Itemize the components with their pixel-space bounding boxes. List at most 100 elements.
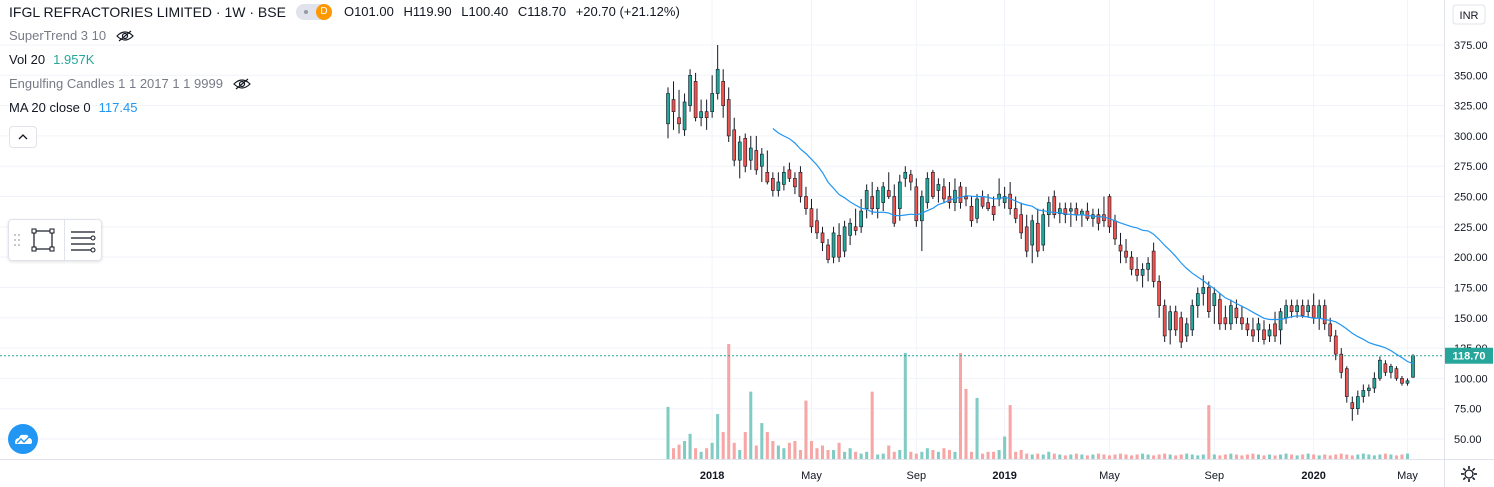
candle [892, 184, 897, 227]
volume-bar [837, 442, 841, 459]
volume-bar [964, 388, 968, 459]
volume-bar [809, 441, 813, 459]
lines-settings-icon[interactable] [71, 231, 96, 253]
volume-bar [1196, 455, 1200, 459]
volume-bar [677, 444, 681, 459]
candle [1195, 287, 1200, 318]
symbol-title[interactable]: IFGL REFRACTORIES LIMITED · 1W · BSE [9, 4, 286, 20]
volume-bar [804, 400, 808, 459]
collapse-legend-button[interactable] [9, 126, 37, 148]
candle [1267, 323, 1272, 343]
currency-badge[interactable]: INR [1452, 4, 1486, 25]
candle [1080, 208, 1084, 227]
gear-icon[interactable] [1458, 464, 1480, 484]
indicator-ma[interactable]: MA 20 close 0 117.45 [9, 96, 686, 120]
low-label: L [461, 4, 469, 19]
indicator-supertrend[interactable]: SuperTrend 3 10 [9, 24, 686, 48]
volume-bar [727, 344, 731, 459]
volume-bar [1008, 405, 1012, 459]
candle [1129, 251, 1134, 276]
volume-bar [1052, 453, 1056, 459]
candle [1355, 390, 1360, 415]
price-tick-label: 150.00 [1454, 313, 1488, 325]
volume-bar [1268, 454, 1272, 459]
volume-bars [666, 344, 1409, 459]
volume-bar [1141, 453, 1145, 459]
candle [677, 89, 681, 134]
volume-bar [1119, 453, 1123, 459]
time-tick-label: May [1397, 470, 1418, 482]
price-tick-label: 175.00 [1454, 282, 1488, 294]
candle [1173, 305, 1178, 336]
candle [765, 150, 770, 185]
indicator-engulfing[interactable]: Engulfing Candles 1 1 2017 1 1 9999 [9, 72, 686, 96]
volume-bar [1025, 453, 1029, 459]
volume-bar [843, 451, 847, 459]
candle [1251, 317, 1255, 343]
volume-bar [821, 445, 825, 459]
candle [759, 148, 764, 182]
volume-bar [997, 450, 1001, 459]
chart-legend: IFGL REFRACTORIES LIMITED · 1W · BSE D O… [9, 0, 686, 120]
moving-average-line [772, 128, 1414, 365]
close-value: 118.70 [527, 4, 567, 19]
candle [1372, 372, 1377, 393]
volume-bar [1107, 455, 1111, 459]
candle [1350, 396, 1355, 421]
volume-bar [1102, 454, 1106, 459]
volume-bar [1400, 454, 1404, 459]
price-tick-label: 375.00 [1454, 40, 1488, 52]
time-axis[interactable]: 2018 May Sep 2019 May Sep 2020 May [700, 470, 1418, 482]
volume-bar [1179, 454, 1183, 459]
rectangle-tool-icon[interactable] [31, 228, 55, 252]
volume-bar [931, 450, 935, 459]
candle [1162, 299, 1167, 343]
volume-bar [1229, 453, 1233, 459]
candle [1118, 232, 1123, 264]
volume-bar [881, 453, 885, 459]
indicator-name: Vol 20 [9, 52, 46, 67]
indicator-name: MA 20 close 0 [9, 100, 91, 115]
volume-bar [1240, 455, 1244, 459]
volume-bar [1356, 454, 1360, 459]
candle [1140, 263, 1145, 288]
volume-bar [975, 397, 979, 459]
eye-hidden-icon[interactable] [116, 30, 134, 42]
volume-bar [765, 432, 769, 459]
candle [737, 135, 742, 179]
price-axis[interactable]: 375.00 350.00 325.00 300.00 275.00 250.00 225.… [1454, 40, 1488, 446]
candle [1096, 208, 1101, 231]
volume-bar [1212, 454, 1216, 459]
candle [693, 72, 698, 122]
volume-bar [1334, 454, 1338, 459]
time-tick-label: 2019 [992, 470, 1016, 482]
volume-bar [1146, 454, 1150, 459]
candle [931, 169, 935, 199]
interval-toggle[interactable]: D [295, 4, 332, 20]
candle [1322, 299, 1327, 330]
drag-handle-icon[interactable] [14, 234, 20, 246]
candle [1206, 281, 1211, 318]
tradingview-logo[interactable] [8, 424, 38, 454]
volume-bar [903, 352, 907, 459]
candle [1024, 214, 1029, 258]
volume-bar [1361, 453, 1365, 459]
candle [820, 226, 825, 252]
price-tick-label: 225.00 [1454, 222, 1488, 234]
volume-bar [920, 451, 924, 459]
indicator-volume[interactable]: Vol 20 1.957K [9, 48, 686, 72]
candle [881, 181, 886, 212]
candle [958, 181, 963, 209]
candle [1240, 305, 1244, 330]
price-tick-label: 350.00 [1454, 70, 1488, 82]
candle [1361, 384, 1366, 403]
candle [1151, 242, 1156, 288]
close-label: C [517, 4, 528, 19]
candle [953, 178, 957, 212]
price-tick-label: 325.00 [1454, 101, 1488, 113]
volume-bar [854, 451, 858, 459]
eye-hidden-icon[interactable] [233, 78, 251, 90]
volume-bar [925, 448, 929, 459]
indicator-value: 1.957K [53, 52, 95, 67]
